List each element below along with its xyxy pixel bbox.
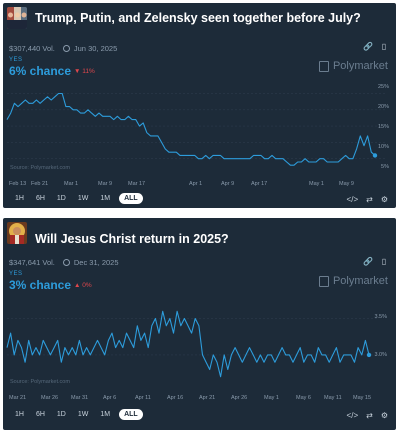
range-1d[interactable]: 1D <box>56 195 66 202</box>
x-tick: Apr 1 <box>189 181 203 187</box>
clock-icon <box>62 259 70 266</box>
x-tick: Feb 13 <box>9 181 27 187</box>
range-1w[interactable]: 1W <box>77 411 89 418</box>
swap-icon[interactable]: ⇄ <box>366 195 373 204</box>
range-1m[interactable]: 1M <box>100 195 111 202</box>
end-date-text: Jun 30, 2025 <box>73 44 118 53</box>
range-6h[interactable]: 6H <box>35 411 45 418</box>
x-tick: Apr 26 <box>231 395 248 401</box>
market-thumbnail-2 <box>7 222 27 244</box>
market-top-tools: 🔗 ▯ <box>363 257 388 266</box>
range-1w[interactable]: 1W <box>77 195 89 202</box>
x-tick: Apr 6 <box>103 395 117 401</box>
market-thumbnail-1 <box>7 7 27 29</box>
chance-change: ▲ 0% <box>74 282 92 290</box>
clock-icon <box>62 45 70 52</box>
x-tick: Apr 21 <box>199 395 216 401</box>
brand-text: Polymarket <box>332 275 388 287</box>
range-6h[interactable]: 6H <box>35 195 45 202</box>
chance-text: 3% chance ▲ 0% <box>9 278 92 292</box>
bookmark-icon[interactable]: ▯ <box>381 42 387 51</box>
volume-text: $347,641 Vol. <box>9 258 55 267</box>
chance-change: ▼ 11% <box>74 68 95 76</box>
brand-text: Polymarket <box>332 60 388 72</box>
y-tick: 3.0% <box>374 352 387 358</box>
price-chart-2[interactable] <box>3 298 396 390</box>
market-meta: $347,641 Vol. Dec 31, 2025 <box>9 258 119 267</box>
x-tick: May 15 <box>353 395 372 401</box>
source-text: Source: Polymarket.com <box>10 379 70 385</box>
range-1h[interactable]: 1H <box>15 411 24 418</box>
embed-icon[interactable]: </> <box>346 195 359 204</box>
swap-icon[interactable]: ⇄ <box>366 411 373 420</box>
x-tick: Apr 11 <box>135 395 151 401</box>
y-tick: 20% <box>377 104 389 110</box>
time-range-selector: 1H 6H 1D 1W 1M ALL <box>12 193 143 204</box>
polymarket-brand: Polymarket <box>318 60 388 72</box>
x-tick: Mar 1 <box>64 181 79 187</box>
series-line-yes <box>6 92 376 166</box>
time-range-selector: 1H 6H 1D 1W 1M ALL <box>12 409 143 420</box>
chart-tools: </> ⇄ ⚙ <box>347 195 388 204</box>
x-tick: Mar 21 <box>9 395 27 401</box>
market-card-1[interactable]: Trump, Putin, and Zelensky seen together… <box>3 3 396 208</box>
x-tick: May 1 <box>309 181 324 187</box>
chance-value: 3% chance <box>9 278 72 292</box>
source-text: Source: Polymarket.com <box>10 165 70 171</box>
latest-point <box>372 153 378 158</box>
x-tick: Mar 9 <box>98 181 113 187</box>
settings-icon[interactable]: ⚙ <box>380 195 388 204</box>
market-top-tools: 🔗 ▯ <box>363 42 388 51</box>
range-all[interactable]: ALL <box>119 409 143 420</box>
market-card-2[interactable]: Will Jesus Christ return in 2025? $347,6… <box>3 218 396 430</box>
market-meta: $307,440 Vol. Jun 30, 2025 <box>9 44 117 53</box>
bookmark-icon[interactable]: ▯ <box>381 257 387 266</box>
embed-icon[interactable]: </> <box>346 411 359 420</box>
link-icon[interactable]: 🔗 <box>363 42 373 51</box>
x-tick: Apr 9 <box>221 181 235 187</box>
chance-value: 6% chance <box>9 64 72 78</box>
polymarket-brand: Polymarket <box>318 275 388 287</box>
x-tick: May 1 <box>264 395 279 401</box>
x-tick: Mar 26 <box>41 395 59 401</box>
series-line-yes <box>6 310 370 378</box>
y-tick: 3.5% <box>374 314 387 320</box>
range-1h[interactable]: 1H <box>15 195 24 202</box>
x-tick: Feb 21 <box>31 181 49 187</box>
latest-point <box>366 352 372 358</box>
polymarket-logo-icon <box>318 275 329 287</box>
range-1d[interactable]: 1D <box>56 411 66 418</box>
chart-tools: </> ⇄ ⚙ <box>347 411 388 420</box>
range-1m[interactable]: 1M <box>100 411 111 418</box>
settings-icon[interactable]: ⚙ <box>380 411 388 420</box>
outcome-label: YES <box>9 57 23 63</box>
x-tick: Apr 17 <box>251 181 268 187</box>
x-tick: Mar 31 <box>71 395 89 401</box>
volume-text: $307,440 Vol. <box>9 44 55 53</box>
chance-text: 6% chance ▼ 11% <box>9 64 95 78</box>
price-chart-1[interactable] <box>3 83 396 178</box>
y-tick: 10% <box>377 144 389 150</box>
x-tick: May 6 <box>296 395 311 401</box>
y-tick: 25% <box>377 84 389 90</box>
y-tick: 5% <box>381 164 389 170</box>
end-date-text: Dec 31, 2025 <box>73 258 119 267</box>
y-tick: 15% <box>377 124 389 130</box>
outcome-label: YES <box>9 271 23 277</box>
market-title[interactable]: Will Jesus Christ return in 2025? <box>35 232 229 246</box>
range-all[interactable]: ALL <box>119 193 143 204</box>
market-title[interactable]: Trump, Putin, and Zelensky seen together… <box>35 11 361 25</box>
x-tick: May 11 <box>324 395 342 401</box>
x-tick: Apr 16 <box>167 395 184 401</box>
link-icon[interactable]: 🔗 <box>363 257 373 266</box>
x-tick: Mar 17 <box>128 181 146 187</box>
x-tick: May 9 <box>339 181 354 187</box>
polymarket-logo-icon <box>318 60 329 72</box>
